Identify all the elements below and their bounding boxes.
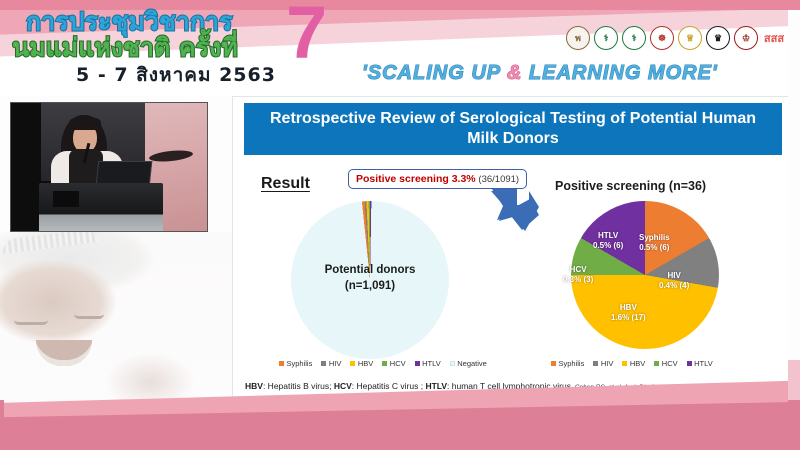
right-pie-legend: Syphilis HIV HBV HCV HTLV [551,359,713,368]
legend-label: HBV [629,359,646,368]
logo-red-crest-icon: ♔ [734,26,758,50]
legend-item-right-hcv: HCV [654,359,678,368]
laptop-icon [95,161,153,185]
legend-item-right-hiv: HIV [593,359,613,368]
logo-ministry-public-health-icon: ☸ [650,26,674,50]
podium [39,183,163,231]
legend-item-right-hbv: HBV [622,359,645,368]
callout-highlight-text: Positive screening 3.3% [356,173,476,185]
left-pie-chart: Potential donors (n=1,091) [263,197,513,377]
header-top-edge [0,0,800,10]
baby-right-eye [74,314,104,319]
presenter-fringe [69,117,101,130]
callout-fraction-text: (36/1091) [478,174,520,185]
legend-swatch-hcv-icon [382,361,388,366]
presenter-video-feed[interactable] [10,102,208,232]
legend-swatch-hbv-icon [622,361,628,366]
pie-label-name: HTLV [597,231,619,240]
conference-title-thai-line2: นมแม่แห่งชาติ ครั้งที่ [11,32,239,63]
pie-label-value: 0.3% (3) [563,275,594,285]
pie-label-name: HIV [667,271,681,280]
left-pie-htlv-sliver [291,201,449,359]
slide-title: Retrospective Review of Serological Test… [244,103,782,155]
legend-label: HIV [600,359,614,368]
logo-green-circle-icon: ⚕ [622,26,646,50]
legend-swatch-hiv-icon [593,361,599,366]
pie-label-value: 0.5% (6) [639,243,670,253]
legend-label: HTLV [422,359,441,368]
legend-item-left-hbv: HBV [350,359,373,368]
legend-label: HIV [328,359,342,368]
tagline-part2: LEARNING MORE' [522,62,718,85]
logo-garuda-crest-icon: ♕ [678,26,702,50]
pie-label-value: 1.6% (17) [611,313,646,323]
left-pie-center-label: Potential donors (n=1,091) [263,263,477,294]
baby-hat-band [1,232,99,254]
pie-label-syphilis: Syphilis 0.5% (6) [639,233,670,254]
pie-label-name: HBV [619,303,637,312]
right-pie-slices [571,201,719,349]
legend-label: Negative [457,359,487,368]
background-face-eyebrow [148,148,194,164]
pie-label-name: HCV [569,265,587,274]
legend-item-left-negative: Negative [449,359,487,368]
legend-item-right-htlv: HTLV [686,359,713,368]
tagline-part1: 'SCALING UP [362,62,507,85]
pie-label-value: 0.4% (4) [659,281,690,291]
legend-item-left-syphilis: Syphilis [279,359,312,368]
result-heading: Result [261,175,310,192]
left-pie-label-line1: Potential donors [324,264,416,276]
conference-header-banner: 7 การประชุมวิชาการ นมแม่แห่งชาติ ครั้งที… [0,0,800,96]
left-edge-frame [0,0,4,450]
legend-swatch-hiv-icon [321,361,327,366]
pie-label-hbv: HBV 1.6% (17) [611,303,646,324]
pie-label-hiv: HIV 0.4% (4) [659,271,689,292]
logo-green-shield-icon: ⚕ [594,26,618,50]
legend-swatch-syphilis-icon [551,361,556,366]
left-pie-legend: Syphilis HIV HBV HCV HTLV Negative [279,359,487,368]
logo-black-crest-icon: ♛ [706,26,730,50]
legend-label: HTLV [694,359,713,368]
positive-screening-callout: Positive screening 3.3% (36/1091) [348,169,528,189]
legend-label: HCV [389,359,406,368]
pie-label-htlv: HTLV 0.5% (6) [593,231,623,252]
baby-smile [36,340,92,366]
right-edge-frame [788,0,800,450]
tagline-ampersand: & [506,62,523,85]
conference-tagline: 'SCALING UP & LEARNING MORE' [362,62,718,85]
logo-thaihealth-sss-icon: สสส [763,33,785,45]
legend-swatch-negative-icon [449,361,455,366]
baby-left-eye [14,320,48,325]
legend-label: Syphilis [558,359,585,368]
legend-swatch-hbv-icon [350,361,356,366]
conference-date: 5 - 7 สิงหาคม 2563 [76,64,276,86]
background-baby-photo [0,232,245,422]
legend-label: HCV [661,359,678,368]
right-pie-title: Positive screening (n=36) [555,179,707,193]
legend-swatch-syphilis-icon [279,361,284,366]
pie-label-name: Syphilis [639,233,670,242]
left-pie-label-line2: (n=1,091) [344,279,396,292]
legend-label: Syphilis [286,359,313,368]
legend-item-right-syphilis: Syphilis [551,359,584,368]
legend-swatch-htlv-icon [686,361,692,366]
pie-label-hcv: HCV 0.3% (3) [563,265,593,286]
conference-edition-number: 7 [286,0,328,74]
blue-arrow-icon [491,189,539,231]
legend-swatch-htlv-icon [414,361,420,366]
legend-item-left-hcv: HCV [382,359,406,368]
legend-swatch-hcv-icon [654,361,660,366]
logo-royal-emblem-icon: พ [566,26,590,50]
slide-panel: Retrospective Review of Serological Test… [232,96,792,402]
podium-plate [53,191,79,207]
pie-label-value: 0.5% (6) [593,241,624,251]
conference-title-thai-line1: การประชุมวิชาการ [25,6,233,37]
legend-label: HBV [357,359,374,368]
abbreviation-definitions: HBV: Hepatitis B virus; HCV: Hepatitis C… [245,381,571,391]
right-pie-chart: Positive screening (n=36) Syphilis 0.5% (… [555,179,783,379]
legend-item-left-htlv: HTLV [414,359,441,368]
sponsor-logo-row: พ ⚕ ⚕ ☸ ♕ ♛ ♔ สสส [566,26,786,50]
legend-item-left-hiv: HIV [321,359,341,368]
